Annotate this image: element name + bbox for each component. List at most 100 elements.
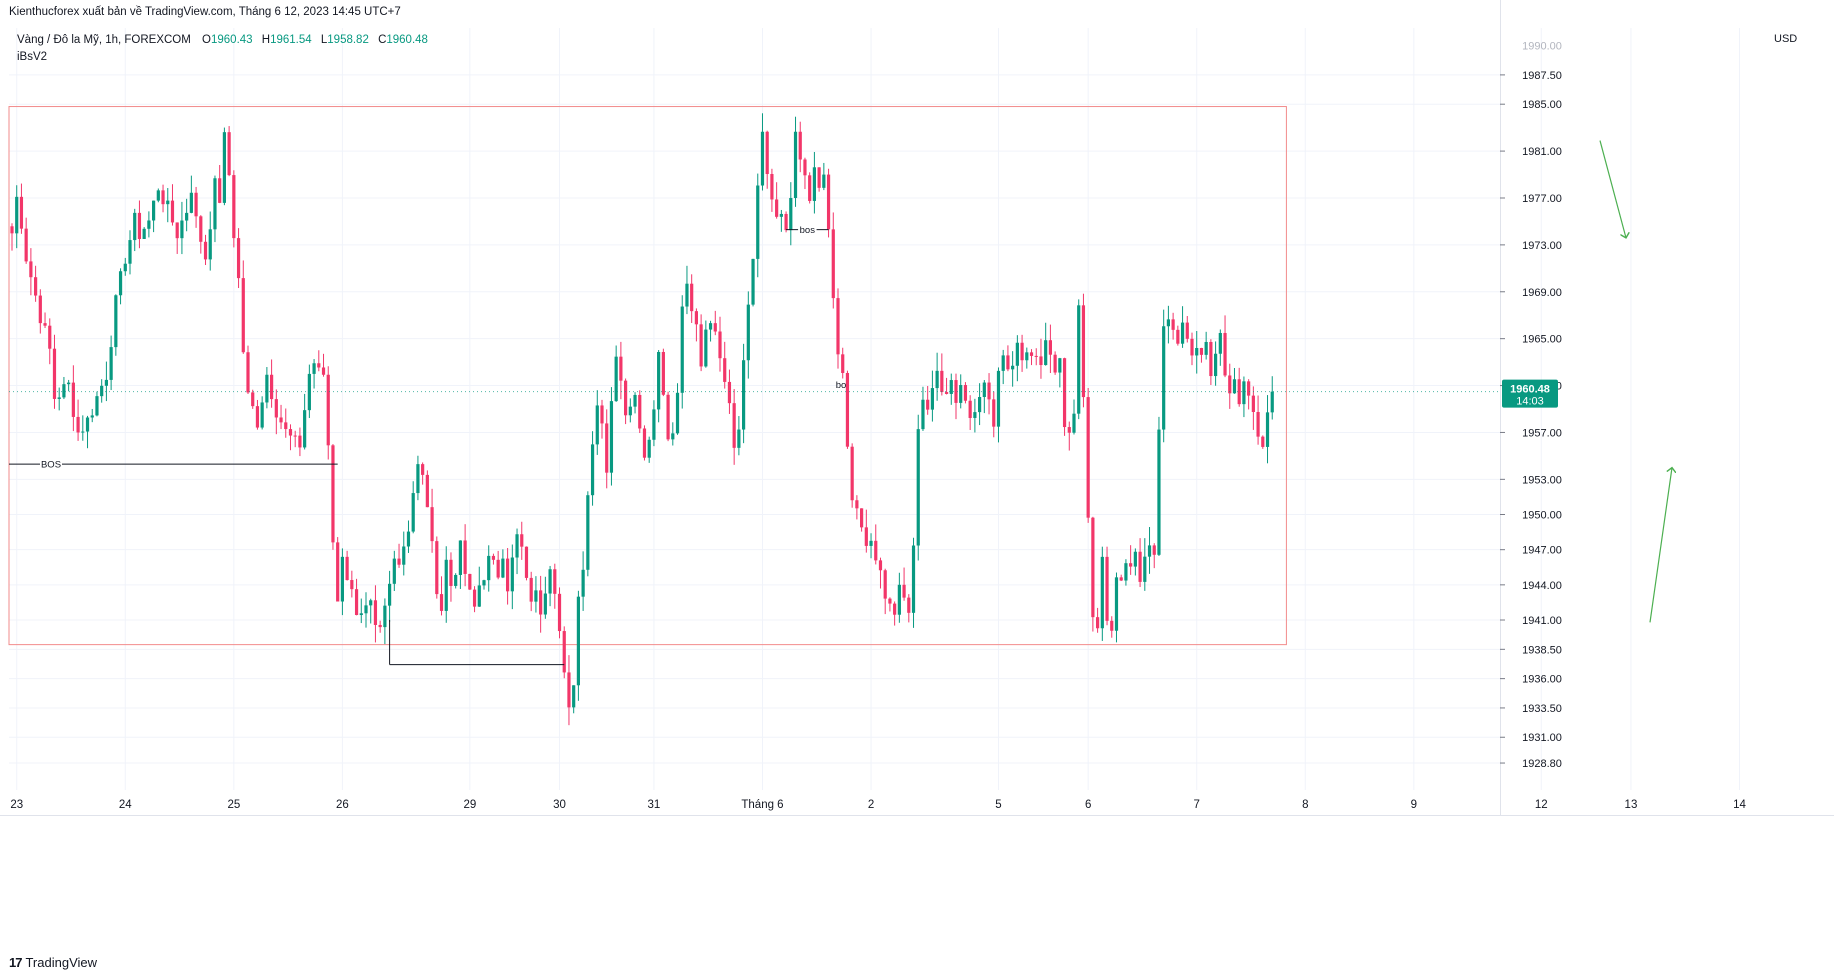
time-tick-label: 5 [995,799,1001,811]
candle [359,598,363,624]
candle [770,168,774,212]
candle [775,182,779,219]
candle-body [29,261,33,278]
candle-body [850,446,854,501]
candle [10,223,14,251]
candle-body [803,159,807,176]
candle-body [869,540,873,546]
candle-body [1270,391,1274,413]
candle [916,414,920,561]
candle [1218,329,1222,366]
candle [907,594,911,623]
candle-body [321,367,326,375]
candle [15,185,19,249]
candle-body [1223,332,1227,376]
candle-body [1091,517,1095,618]
candle [416,455,420,501]
candle [293,430,297,448]
close-value: 1960.48 [386,34,428,46]
candle [996,367,1001,443]
candle [708,320,713,342]
candle [326,366,330,460]
candle [543,576,547,619]
price-tick-label: 1973.00 [1522,240,1562,252]
candle [874,524,878,565]
candle [751,258,755,307]
candle [1152,543,1156,569]
candle [340,548,344,616]
candle [67,379,71,392]
candle [1114,572,1119,643]
currency-label[interactable]: USD [1774,33,1798,45]
candle-body [1039,356,1043,366]
high-key: H [261,34,271,46]
candle [170,184,175,226]
candle [468,573,472,590]
candle-body [657,351,661,410]
high-value: 1961.54 [270,34,312,46]
candle-body [628,406,632,416]
candle-body [156,190,160,201]
candle [133,208,137,252]
candle [675,383,680,435]
candle-body [921,399,925,430]
time-tick-label: 23 [10,799,23,811]
candle [548,565,552,607]
candle [992,391,996,438]
candle-body [1077,305,1081,414]
candle-body [1265,412,1270,447]
candle-body [987,382,991,400]
candle [85,415,90,449]
candle-body [76,416,80,433]
candle-body [397,558,401,565]
tradingview-logo[interactable]: 17 TradingView [9,955,97,970]
candle [373,585,378,643]
candle-body [166,200,170,205]
candle-body [576,596,580,686]
candle-body [331,445,335,543]
candle [1119,574,1123,582]
candle [822,162,826,191]
candle [1096,607,1100,633]
candle [236,228,241,289]
candle-body [1204,341,1208,355]
candle-body [1214,353,1218,377]
candle-body [690,283,694,312]
candle [1100,546,1104,641]
candle [1199,347,1204,363]
time-tick-label: 13 [1625,799,1638,811]
candle [477,566,481,607]
candle-body [793,131,798,199]
candle-body [567,672,571,708]
candle-body [826,174,831,230]
candle-body [345,556,349,581]
candle [737,416,741,456]
candle [557,587,562,639]
candle-body [350,580,354,590]
candle [1166,305,1170,344]
candle-body [940,370,944,393]
candle-body [411,493,415,532]
candle [161,184,165,213]
candle-body [265,374,269,403]
candle-body [152,200,156,221]
candle [506,548,510,605]
candle-body [534,590,538,602]
time-tick-label: 6 [1085,799,1091,811]
candle [921,386,925,431]
candle-body [458,540,462,575]
candle-body [354,589,359,616]
candle-body [147,220,151,229]
candle-body [1171,319,1175,330]
candle [156,188,160,203]
candle [1039,338,1043,379]
candle [95,391,99,417]
grid [9,28,1741,790]
candle-body [241,278,245,353]
candle-body [1105,556,1109,621]
indicator-name[interactable]: iBsV2 [17,51,48,63]
candle [944,377,949,395]
candle [472,586,477,613]
price-tick-label: 1981.00 [1522,146,1562,158]
